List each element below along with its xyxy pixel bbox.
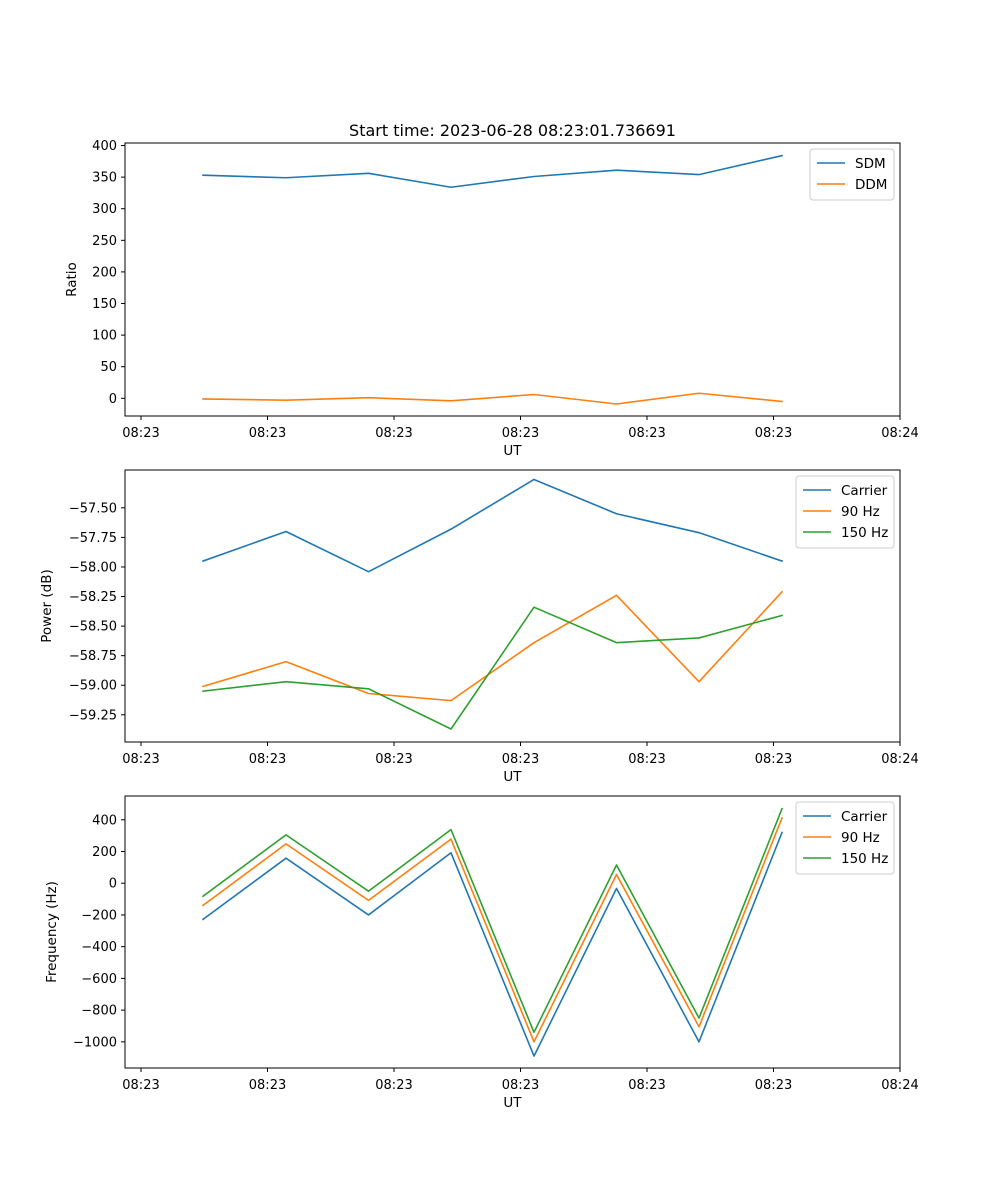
y-axis-label: Ratio <box>64 262 80 297</box>
y-tick-label: 400 <box>92 139 117 154</box>
y-tick-label: −57.75 <box>69 531 117 546</box>
chart-panel-2: −59.25 −59.00 −58.75 −58.50 −58.25 −58.00 −57.… <box>39 469 919 785</box>
plot-frame <box>124 795 901 1069</box>
legend-label: DDM <box>855 177 887 193</box>
series-line-carrier <box>201 478 784 573</box>
x-tick-label: 08:23 <box>249 752 286 767</box>
y-tick-label: −600 <box>81 972 117 987</box>
y-tick-label: 300 <box>92 202 117 217</box>
legend-label: SDM <box>855 156 886 172</box>
legend-label: Carrier <box>841 483 888 499</box>
x-tick-label: 08:23 <box>502 426 539 441</box>
x-axis-label: UT <box>503 1095 522 1111</box>
y-tick-label: −58.75 <box>69 649 117 664</box>
y-tick-label: −1000 <box>73 1035 117 1050</box>
y-tick-label: −57.50 <box>69 501 117 516</box>
x-tick-label: 08:23 <box>122 752 159 767</box>
y-tick-label: −800 <box>81 1004 117 1019</box>
y-tick-label: −59.00 <box>69 679 117 694</box>
series-line-90-hz <box>202 590 784 702</box>
x-tick-label: 08:23 <box>249 426 286 441</box>
x-tick-label: 08:24 <box>881 426 918 441</box>
y-tick-label: −58.25 <box>69 590 117 605</box>
y-tick-label: 250 <box>92 234 117 249</box>
y-tick-label: −200 <box>81 908 117 923</box>
legend: SDM DDM <box>809 148 895 201</box>
y-tick-label: 100 <box>92 329 117 344</box>
x-axis-label: UT <box>503 443 522 459</box>
y-tick-label: 400 <box>92 813 117 828</box>
y-tick-label: −400 <box>81 940 117 955</box>
plot-frame <box>124 469 901 743</box>
y-tick-label: −58.50 <box>69 620 117 635</box>
legend: Carrier 90 Hz 150 Hz <box>795 801 895 875</box>
legend-box <box>795 475 895 549</box>
x-tick-label: 08:23 <box>375 1078 412 1093</box>
chart-panel-3: −1000 −800 −600 −400 −200 0 200 400 08:23 08:23 08… <box>44 795 919 1111</box>
x-tick-label: 08:23 <box>249 1078 286 1093</box>
x-tick-label: 08:23 <box>375 752 412 767</box>
series-line-ddm <box>202 392 783 405</box>
x-axis-label: UT <box>503 769 522 785</box>
x-tick-label: 08:24 <box>881 752 918 767</box>
y-tick-label: 0 <box>109 877 117 892</box>
x-tick-label: 08:23 <box>122 1078 159 1093</box>
plot-frame <box>124 142 901 417</box>
y-tick-label: 50 <box>100 360 117 375</box>
y-tick-label: −58.00 <box>69 560 117 575</box>
x-tick-label: 08:23 <box>755 426 792 441</box>
x-tick-label: 08:23 <box>628 1078 665 1093</box>
y-tick-label: 0 <box>109 392 117 407</box>
y-axis-label: Frequency (Hz) <box>44 881 60 983</box>
x-tick-label: 08:24 <box>881 1078 918 1093</box>
y-tick-label: −59.25 <box>69 708 117 723</box>
series-line-sdm <box>202 154 783 189</box>
y-tick-label: 150 <box>92 297 117 312</box>
legend: Carrier 90 Hz 150 Hz <box>795 475 895 549</box>
x-tick-label: 08:23 <box>755 752 792 767</box>
legend-box <box>795 801 895 875</box>
x-tick-label: 08:23 <box>502 1078 539 1093</box>
x-tick-label: 08:23 <box>628 426 665 441</box>
x-tick-label: 08:23 <box>122 426 159 441</box>
x-tick-label: 08:23 <box>628 752 665 767</box>
chart-title: Start time: 2023-06-28 08:23:01.736691 <box>349 121 676 140</box>
y-tick-label: 200 <box>92 265 117 280</box>
legend-label: 90 Hz <box>841 830 880 846</box>
series-line-150-hz <box>202 606 783 730</box>
series-line-90-hz <box>201 816 784 1043</box>
y-tick-label: 200 <box>92 845 117 860</box>
chart-panel-1: 0 50 100 150 200 250 300 350 400 08:23 08:23 08:23 0… <box>64 121 919 459</box>
legend-label: Carrier <box>841 809 888 825</box>
x-tick-label: 08:23 <box>502 752 539 767</box>
x-tick-label: 08:23 <box>755 1078 792 1093</box>
legend-label: 150 Hz <box>841 525 888 541</box>
series-line-carrier <box>201 831 784 1057</box>
legend-label: 90 Hz <box>841 504 880 520</box>
y-axis-label: Power (dB) <box>39 569 55 642</box>
legend-box <box>809 148 895 201</box>
legend-label: 150 Hz <box>841 851 888 867</box>
y-tick-label: 350 <box>92 171 117 186</box>
series-line-150-hz <box>201 807 784 1034</box>
x-tick-label: 08:23 <box>375 426 412 441</box>
